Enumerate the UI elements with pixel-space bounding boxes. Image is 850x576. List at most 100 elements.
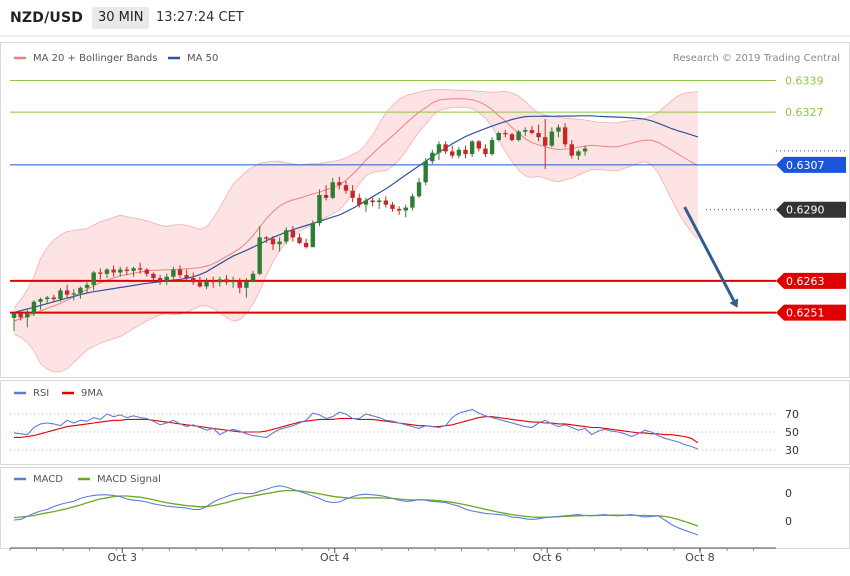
- ma20-line: [13, 98, 699, 322]
- candle-body: [390, 204, 395, 209]
- symbol-label: NZD/USD: [10, 10, 84, 26]
- candle-body: [463, 149, 468, 155]
- candle-body: [370, 200, 375, 203]
- candle-body: [396, 208, 402, 211]
- candle-body: [211, 280, 216, 283]
- candle-body: [91, 272, 96, 285]
- x-tick-label: Oct 8: [685, 551, 715, 564]
- legend-label: MA 20 + Bollinger Bands: [33, 53, 157, 64]
- legend-label: MACD Signal: [97, 474, 161, 485]
- candle-body: [582, 148, 588, 152]
- legend-label: RSI: [33, 388, 49, 399]
- candle-body: [556, 127, 561, 132]
- candle-body: [357, 197, 362, 205]
- candle-body: [576, 151, 581, 156]
- candle-body: [290, 230, 296, 238]
- candle-body: [562, 127, 568, 145]
- candle-body: [31, 301, 37, 314]
- candle-body: [456, 149, 462, 156]
- candle-body: [264, 237, 269, 239]
- x-tick-label: Oct 3: [107, 551, 137, 564]
- candle-body: [171, 269, 176, 277]
- candle-body: [184, 275, 189, 279]
- candle-body: [270, 238, 276, 245]
- candle-body: [443, 144, 448, 152]
- level-tag-0.6251: [776, 304, 846, 321]
- level-label-0.6327: 0.6327: [785, 106, 824, 119]
- candle-body: [430, 152, 435, 162]
- candle-body: [323, 194, 329, 198]
- forecast-arrow-head: [729, 298, 739, 308]
- candle-body: [71, 293, 76, 295]
- candle-body: [284, 230, 289, 242]
- rsi-tick-70: 70: [785, 408, 799, 421]
- candle-body: [330, 182, 335, 198]
- legend-label: MA 50: [187, 53, 218, 64]
- level-tag-0.6263: [776, 272, 846, 289]
- candle-body: [177, 269, 183, 276]
- candle-body: [436, 144, 442, 153]
- candle-body: [317, 194, 322, 224]
- panel-frame: [0, 380, 850, 465]
- level-label-0.6339: 0.6339: [785, 74, 824, 87]
- candle-body: [144, 269, 149, 274]
- candle-body: [410, 196, 415, 208]
- candle-body: [549, 131, 555, 146]
- candle-body: [164, 276, 169, 281]
- macd-tick-0: 0: [785, 487, 792, 500]
- candle-body: [303, 242, 309, 248]
- candle-body: [569, 144, 574, 156]
- clock-label: 13:27:24 CET: [156, 10, 244, 25]
- ma50-line: [13, 115, 699, 314]
- candle-body: [104, 269, 110, 274]
- x-tick-label: Oct 6: [532, 551, 562, 564]
- forecast-arrow-shaft: [683, 206, 736, 302]
- candle-body: [98, 272, 103, 274]
- legend-label: MACD: [33, 474, 63, 485]
- candle-body: [151, 273, 156, 279]
- candle-body: [543, 137, 548, 146]
- candle-body: [38, 299, 43, 302]
- candle-body: [496, 132, 501, 141]
- candle-body: [377, 200, 382, 203]
- candle-body: [204, 280, 209, 287]
- candle-body: [64, 290, 70, 295]
- candle-body: [224, 279, 229, 283]
- candle-body: [489, 140, 495, 155]
- rsi-tick-50: 50: [785, 426, 799, 439]
- level-label-0.6290: 0.6290: [786, 204, 825, 217]
- candle-body: [111, 269, 116, 273]
- candle-body: [383, 200, 389, 205]
- candle-body: [51, 297, 57, 300]
- candle-body: [337, 182, 342, 186]
- level-label-0.6263: 0.6263: [786, 275, 825, 288]
- candle-body: [250, 273, 256, 281]
- macd-line: [13, 485, 699, 536]
- candle-body: [18, 313, 23, 318]
- candle-body: [523, 130, 528, 132]
- x-tick-label: Oct 4: [320, 551, 350, 564]
- candle-body: [310, 223, 315, 248]
- candle-body: [343, 185, 349, 191]
- candle-body: [25, 313, 30, 318]
- candle-body: [483, 148, 488, 155]
- candle-body: [469, 141, 475, 155]
- candle-body: [118, 269, 123, 273]
- candle-body: [403, 207, 408, 211]
- candle-body: [137, 268, 143, 270]
- candle-body: [416, 182, 422, 197]
- copyright-text: Research © 2019 Trading Central: [673, 53, 840, 64]
- candle-body: [230, 280, 236, 283]
- candle-body: [11, 313, 17, 318]
- candle-body: [509, 134, 515, 141]
- macd-tick-1: 0: [785, 515, 792, 528]
- candle-body: [516, 131, 521, 141]
- interval-badge[interactable]: 30 MIN: [92, 7, 150, 29]
- level-label-0.6251: 0.6251: [786, 307, 825, 320]
- rsi-9ma-line: [14, 416, 699, 444]
- candle-body: [237, 280, 242, 288]
- level-label-0.6307: 0.6307: [786, 159, 825, 172]
- rsi-line: [13, 408, 699, 450]
- candle-body: [450, 151, 455, 156]
